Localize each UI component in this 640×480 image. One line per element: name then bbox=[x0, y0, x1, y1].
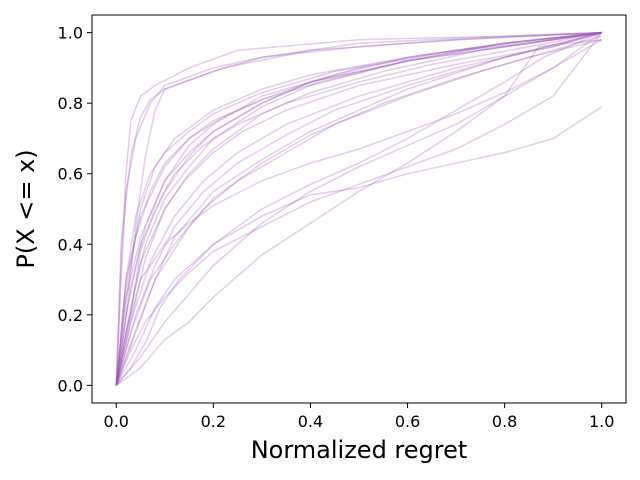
cdf-line-17 bbox=[115, 35, 602, 386]
cdf-line-3 bbox=[115, 31, 602, 386]
cdf-line-25 bbox=[115, 31, 602, 386]
y-tick-label: 0.8 bbox=[58, 94, 83, 113]
cdf-line-13 bbox=[115, 31, 602, 386]
y-axis-label: P(X <= x) bbox=[12, 149, 40, 268]
cdf-line-18 bbox=[115, 31, 602, 386]
cdf-line-16 bbox=[115, 31, 602, 386]
y-tick-label: 0.6 bbox=[58, 165, 83, 184]
cdf-line-8 bbox=[115, 31, 602, 386]
cdf-line-24 bbox=[115, 31, 602, 386]
cdf-line-19 bbox=[115, 39, 603, 386]
cdf-line-5 bbox=[115, 31, 602, 386]
y-tick-label: 0.2 bbox=[58, 306, 83, 325]
series-lines bbox=[115, 31, 603, 387]
cdf-line-15 bbox=[115, 31, 602, 386]
y-tick-label: 0.0 bbox=[58, 376, 83, 395]
cdf-line-1 bbox=[115, 31, 602, 386]
x-axis-label: Normalized regret bbox=[251, 436, 468, 464]
y-tick-label: 0.4 bbox=[58, 235, 83, 254]
x-tick-label: 1.0 bbox=[589, 412, 614, 431]
y-axis: 0.0 0.2 0.4 0.6 0.8 1.0 bbox=[58, 24, 92, 395]
cdf-line-26 bbox=[115, 31, 602, 386]
cdf-line-20 bbox=[115, 32, 603, 386]
cdf-line-7 bbox=[115, 31, 602, 386]
cdf-line-6 bbox=[115, 31, 602, 386]
cdf-line-11 bbox=[115, 38, 602, 386]
y-tick-label: 1.0 bbox=[58, 24, 83, 43]
cdf-line-21 bbox=[115, 38, 602, 387]
cdf-line-23 bbox=[115, 31, 603, 386]
x-tick-label: 0.2 bbox=[201, 412, 226, 431]
x-tick-label: 0.0 bbox=[104, 412, 129, 431]
cdf-line-9 bbox=[115, 31, 602, 386]
cdf-line-2 bbox=[115, 31, 602, 386]
cdf-line-10 bbox=[115, 31, 602, 386]
x-tick-label: 0.8 bbox=[492, 412, 517, 431]
cdf-line-22 bbox=[115, 106, 603, 386]
x-axis: 0.0 0.2 0.4 0.6 0.8 1.0 bbox=[104, 403, 614, 431]
plot-frame bbox=[91, 14, 627, 404]
cdf-line-12 bbox=[115, 31, 602, 386]
x-tick-label: 0.6 bbox=[395, 412, 420, 431]
cdf-line-4 bbox=[115, 31, 602, 386]
cdf-line-14 bbox=[115, 31, 602, 386]
x-tick-label: 0.4 bbox=[298, 412, 323, 431]
